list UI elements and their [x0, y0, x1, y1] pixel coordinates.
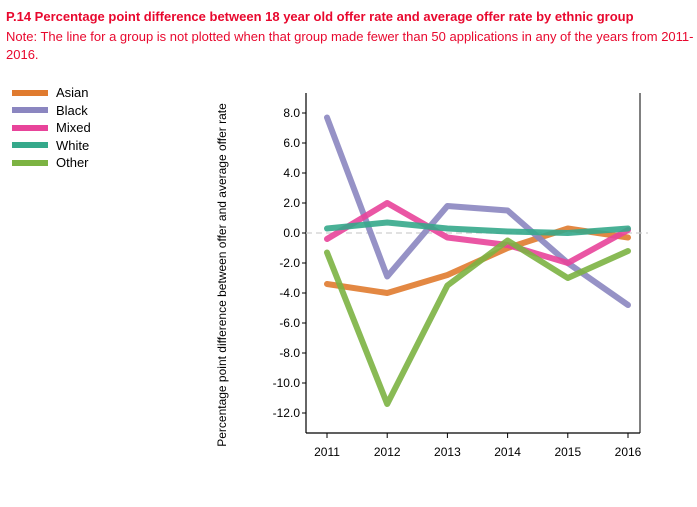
y-tick-label: -8.0 — [279, 346, 300, 360]
y-tick-label: 2.0 — [283, 196, 300, 210]
legend: Asian Black Mixed White Other — [12, 84, 91, 172]
series-line-other — [324, 237, 631, 407]
x-tick-label: 2014 — [494, 445, 521, 459]
legend-label: Black — [56, 102, 88, 118]
legend-label: Asian — [56, 85, 89, 101]
chart-title: P.14 Percentage point difference between… — [6, 9, 634, 24]
x-tick-label: 2016 — [615, 445, 642, 459]
x-tick-label: 2011 — [314, 445, 340, 459]
y-tick-label: 0.0 — [283, 226, 300, 240]
chart-note: Note: The line for a group is not plotte… — [6, 29, 694, 62]
series-line-mixed — [324, 200, 631, 266]
legend-swatch — [12, 124, 48, 131]
y-tick-label: 4.0 — [283, 166, 300, 180]
y-tick-label: -6.0 — [279, 316, 300, 330]
legend-swatch — [12, 89, 48, 96]
legend-item-other: Other — [12, 154, 91, 172]
y-tick-label: -10.0 — [273, 376, 301, 390]
legend-item-black: Black — [12, 102, 91, 120]
y-tick-label: 8.0 — [283, 106, 300, 120]
legend-swatch — [12, 107, 48, 114]
y-tick-label: -4.0 — [279, 286, 300, 300]
legend-swatch — [12, 142, 48, 149]
legend-item-asian: Asian — [12, 84, 91, 102]
legend-item-mixed: Mixed — [12, 119, 91, 137]
series-line-black — [324, 114, 631, 308]
legend-item-white: White — [12, 137, 91, 155]
legend-swatch — [12, 159, 48, 166]
y-tick-label: -2.0 — [279, 256, 300, 270]
x-tick-label: 2015 — [554, 445, 581, 459]
x-tick-label: 2013 — [434, 445, 461, 459]
legend-label: Mixed — [56, 120, 91, 136]
legend-label: Other — [56, 155, 89, 171]
y-axis-label: Percentage point difference between offe… — [215, 103, 229, 447]
y-tick-label: -12.0 — [273, 406, 301, 420]
x-tick-label: 2012 — [374, 445, 401, 459]
y-tick-label: 6.0 — [283, 136, 300, 150]
legend-label: White — [56, 137, 90, 153]
series-line-white — [324, 219, 631, 236]
